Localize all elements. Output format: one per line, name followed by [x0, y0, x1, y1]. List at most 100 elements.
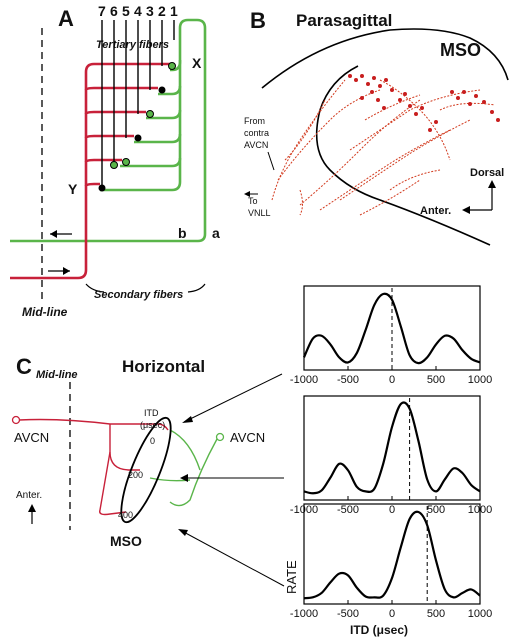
fiber-number-7: 7 — [98, 3, 106, 19]
tick-label-2-2: 0 — [389, 504, 395, 516]
panel-c-title: Horizontal — [122, 357, 205, 376]
tick-label-3-2: 0 — [389, 608, 395, 620]
fiber-number-5: 5 — [122, 3, 130, 19]
label-b: b — [178, 225, 187, 241]
panel-c-letter: C — [16, 354, 32, 379]
mso-outline-top — [261, 28, 509, 89]
arrow-to-plot-3 — [179, 529, 285, 587]
plot-frame-3 — [303, 503, 481, 605]
fiber-number-2: 2 — [158, 3, 166, 19]
tick-label-2-3: 500 — [427, 504, 445, 516]
green-branch-c1 — [169, 429, 201, 471]
arrowhead-plot-2 — [180, 474, 188, 482]
avcn-left-soma — [11, 415, 21, 425]
tick-label-1-3: 500 — [427, 374, 445, 386]
itd-plots: -1000 -500 0 500 1000-1000 -500 0 500 1000-1000-… — [290, 285, 492, 620]
green-branch-6 — [100, 158, 182, 192]
to-label-1: To — [248, 196, 258, 206]
panel-b-mso-label: MSO — [440, 40, 481, 60]
from-label-1: From — [244, 116, 265, 126]
panel-b-title: Parasagittal — [296, 11, 392, 30]
mso-label-c: MSO — [110, 533, 142, 549]
arrowhead-plot-1 — [182, 416, 193, 423]
tuning-curve-1 — [302, 292, 481, 365]
secondary-brace-left — [85, 283, 105, 293]
red-branch-c1 — [109, 424, 140, 471]
tick-label-1-1: -500 — [337, 374, 359, 386]
anter-arrowhead — [462, 206, 470, 214]
red-branch-5 — [84, 158, 122, 163]
red-branch-4 — [84, 134, 134, 139]
itd-tick-400: 400 — [118, 510, 133, 520]
panel-b-letter: B — [250, 8, 266, 33]
y-axis-label: RATE — [284, 560, 299, 594]
dorsal-label: Dorsal — [470, 167, 504, 179]
red-axon-c — [18, 418, 169, 431]
itd-label-2: (μsec) — [140, 420, 165, 430]
arrowhead-left — [50, 230, 57, 238]
from-arrow — [267, 151, 275, 171]
to-label-2: VNLL — [248, 208, 271, 218]
midline-label-a: Mid-line — [22, 305, 68, 319]
panel-c: C Horizontal Mid-line AVCN AVCN ITD (μse… — [11, 354, 285, 587]
red-branch-c2 — [99, 451, 127, 516]
red-secondary-fiber — [10, 62, 170, 280]
fiber-number-6: 6 — [110, 3, 118, 19]
itd-tick-0: 0 — [150, 436, 155, 446]
tuning-curve-2 — [303, 401, 481, 495]
red-branch-2 — [84, 86, 158, 91]
red-fiber-group — [10, 62, 170, 280]
red-branch-6 — [84, 182, 100, 187]
synapse-dots — [98, 62, 176, 192]
plot-frame-2 — [303, 395, 481, 501]
tick-label-1-4: 1000 — [468, 374, 492, 386]
to-arrowhead — [244, 191, 250, 197]
tick-label-3-1: -500 — [337, 608, 359, 620]
anter-label-b: Anter. — [420, 205, 451, 217]
tick-label-3-4: 1000 — [468, 608, 492, 620]
tertiary-fiber-lines — [101, 20, 175, 186]
green-axon-c — [169, 438, 218, 507]
avcn-left-label: AVCN — [14, 430, 49, 445]
avcn-right-label: AVCN — [230, 430, 265, 445]
dorsal-arrowhead — [488, 180, 496, 188]
anter-arrowhead-c — [28, 504, 36, 512]
axon-arbor — [271, 79, 496, 216]
green-secondary-fiber — [10, 18, 207, 243]
label-a: a — [212, 225, 220, 241]
tick-label-3-3: 500 — [427, 608, 445, 620]
itd-tick-200: 200 — [128, 470, 143, 480]
mso-ellipse — [120, 416, 172, 524]
arrow-to-plot-1 — [183, 373, 283, 423]
from-label-2: contra — [244, 128, 269, 138]
tuning-curve-3 — [303, 510, 481, 600]
panel-a: A 7 6 5 4 3 2 1 Tertiary fibers — [10, 3, 220, 319]
tick-label-1-0: -1000 — [290, 374, 318, 386]
panel-a-letter: A — [58, 6, 74, 31]
panel-b: B Parasagittal MSO — [244, 8, 509, 246]
label-x: X — [192, 55, 202, 71]
x-axis-label: ITD (μsec) — [350, 623, 408, 637]
synaptic-clusters — [348, 74, 500, 132]
tertiary-fibers-label: Tertiary fibers — [96, 39, 169, 51]
green-fiber-group — [10, 18, 207, 243]
avcn-right-soma — [215, 432, 225, 442]
tick-label-2-1: -500 — [337, 504, 359, 516]
tick-label-3-0: -1000 — [290, 608, 318, 620]
secondary-brace-right — [187, 283, 206, 293]
anter-label-c: Anter. — [16, 490, 42, 501]
midline-label-c: Mid-line — [36, 369, 78, 381]
from-label-3: AVCN — [244, 140, 268, 150]
secondary-fibers-label: Secondary fibers — [94, 289, 183, 301]
itd-label-1: ITD — [144, 408, 159, 418]
fiber-number-1: 1 — [170, 3, 178, 19]
label-y: Y — [68, 181, 78, 197]
fiber-number-4: 4 — [134, 3, 142, 19]
fiber-number-3: 3 — [146, 3, 154, 19]
red-branch-3 — [84, 110, 146, 115]
arrowhead-right — [63, 267, 70, 275]
arrowhead-plot-3 — [178, 529, 188, 536]
tick-label-1-2: 0 — [389, 374, 395, 386]
mso-outline-inner — [315, 65, 491, 246]
